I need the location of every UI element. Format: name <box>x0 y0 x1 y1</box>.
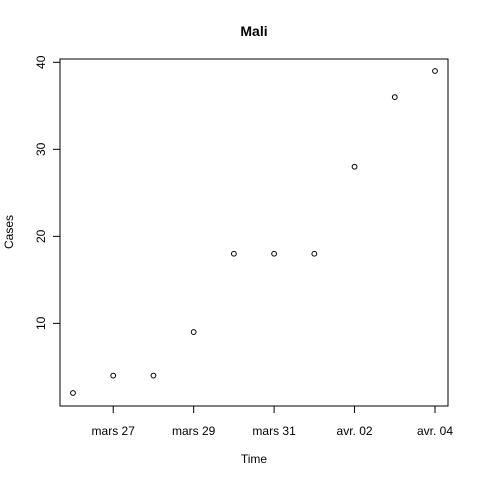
x-tick-label: mars 31 <box>252 424 296 438</box>
data-point <box>391 94 398 101</box>
y-axis: 10 20 30 40 <box>34 55 61 330</box>
x-tick-label: avr. 04 <box>417 424 453 438</box>
data-point <box>70 390 76 396</box>
chart-title: Mali <box>240 23 267 39</box>
data-point <box>110 372 117 379</box>
y-tick-label: 40 <box>34 55 48 69</box>
data-point <box>432 68 438 74</box>
data-point <box>311 250 318 257</box>
y-tick-label: 20 <box>34 229 48 243</box>
x-tick-label: avr. 02 <box>337 424 373 438</box>
x-axis-label: Time <box>241 452 268 466</box>
data-point <box>190 329 197 335</box>
x-tick-label: mars 29 <box>172 424 216 438</box>
data-point <box>150 372 157 379</box>
data-point <box>271 250 278 257</box>
data-point <box>351 163 358 170</box>
y-axis-label: Cases <box>2 215 16 249</box>
data-point <box>230 250 237 257</box>
x-tick-label: mars 27 <box>92 424 136 438</box>
y-tick-label: 10 <box>34 316 48 330</box>
x-axis: mars 27 mars 29 mars 31 avr. 02 avr. 04 <box>92 405 453 438</box>
plot-frame <box>59 58 449 407</box>
y-tick-label: 30 <box>34 142 48 156</box>
data-points <box>70 68 438 396</box>
